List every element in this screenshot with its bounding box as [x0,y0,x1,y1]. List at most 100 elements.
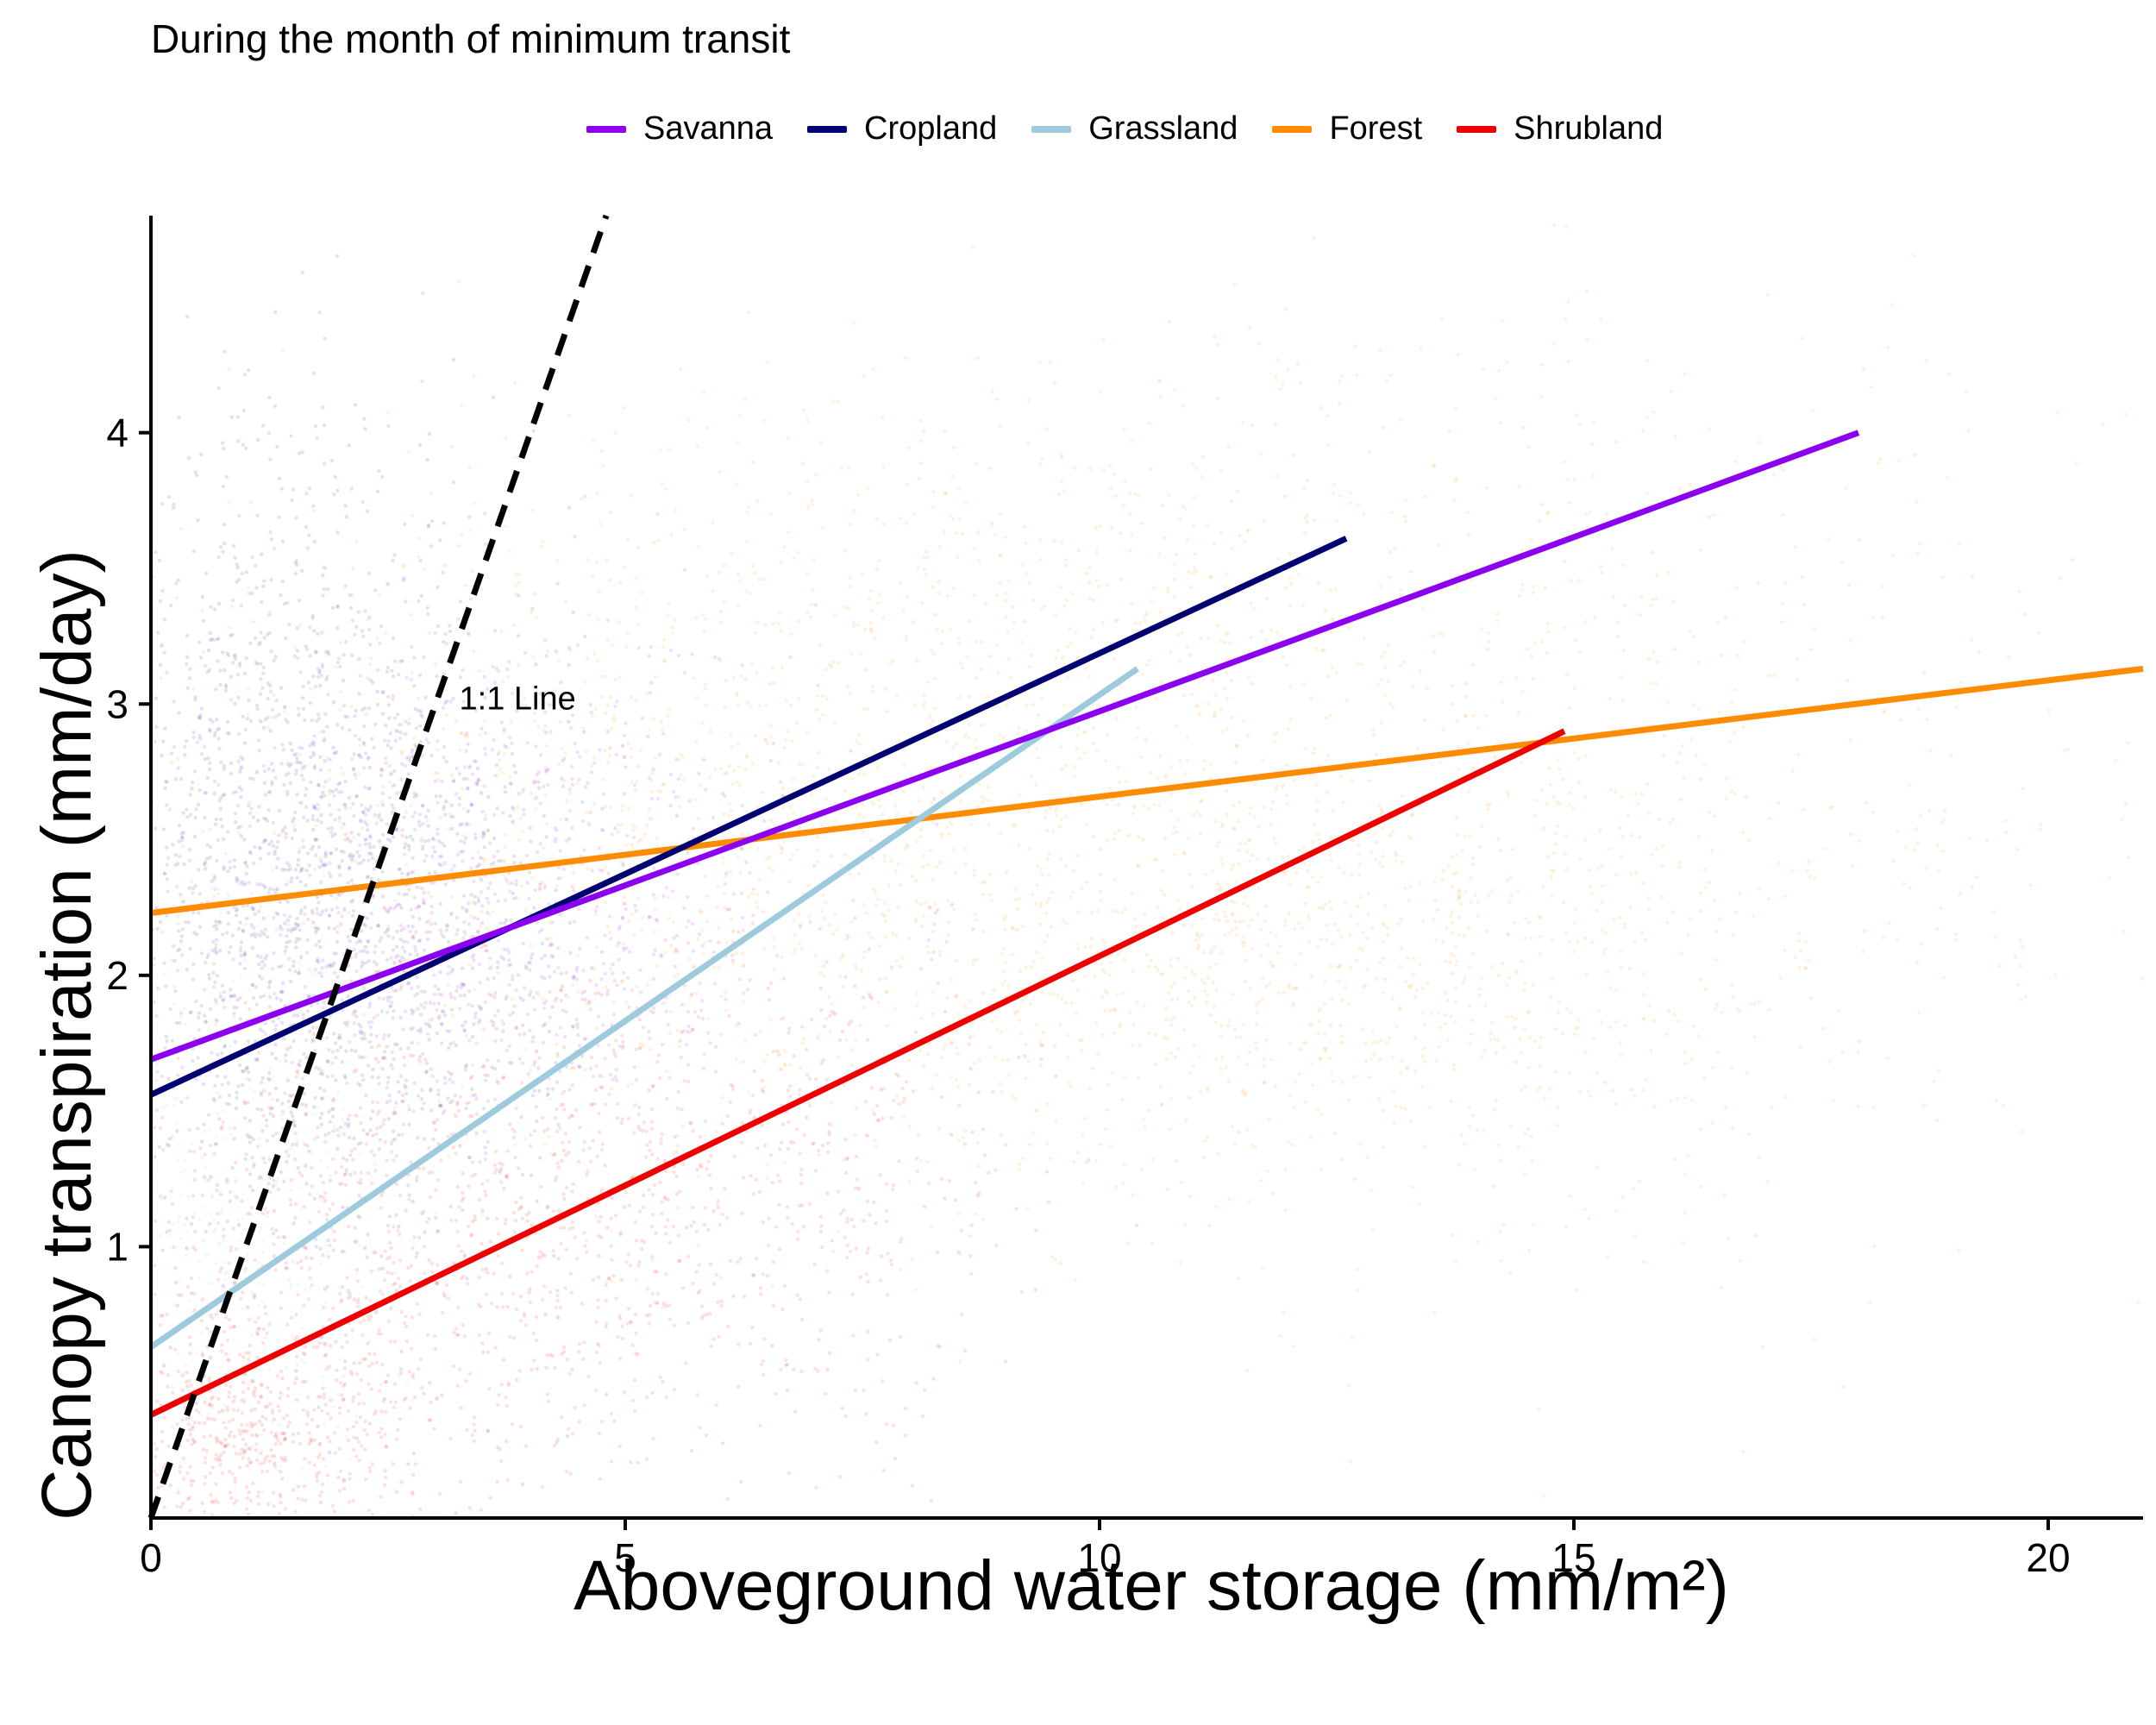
scatter-point [260,1177,265,1182]
scatter-point [996,670,1000,674]
scatter-point [1081,1132,1085,1137]
scatter-point [413,743,417,747]
scatter-point [1714,1002,1720,1007]
scatter-point [368,678,373,682]
scatter-point [631,846,636,851]
scatter-point [311,750,316,755]
scatter-point [1044,427,1049,431]
scatter-point [375,636,379,640]
scatter-point [1444,959,1448,964]
scatter-point [1024,571,1029,576]
scatter-point [882,913,887,918]
scatter-point [1142,1004,1147,1008]
scatter-point [1331,942,1335,947]
scatter-point [1379,721,1383,725]
scatter-point [328,963,332,967]
scatter-point [215,1182,220,1188]
scatter-point [422,891,426,895]
scatter-point [962,1003,968,1007]
scatter-point [1757,999,1761,1004]
scatter-point [1181,504,1185,509]
scatter-point [218,991,222,995]
scatter-point [466,630,471,636]
scatter-point [848,871,853,876]
scatter-point [884,990,889,994]
scatter-point [1034,782,1038,787]
scatter-point [473,988,477,992]
scatter-point [2024,994,2028,999]
scatter-point [1614,1019,1619,1024]
scatter-point [986,785,990,789]
scatter-point [1027,1059,1031,1064]
scatter-point [1323,902,1327,906]
scatter-point [1339,1157,1344,1162]
scatter-point [460,822,465,826]
scatter-point [605,703,610,708]
scatter-point [417,536,421,541]
scatter-point [871,685,875,689]
scatter-point [1077,756,1081,761]
scatter-point [821,526,825,530]
scatter-point [501,858,506,863]
scatter-point [348,806,353,810]
scatter-point [385,743,390,748]
scatter-point [885,709,890,714]
scatter-point [782,1015,787,1020]
scatter-point [945,995,950,1000]
scatter-point [881,812,885,817]
scatter-point [1967,837,1971,841]
scatter-point [1359,895,1363,900]
scatter-point [1128,549,1133,554]
scatter-point [1342,870,1346,875]
scatter-point [796,619,801,624]
scatter-point [1276,990,1281,994]
scatter-point [486,928,491,933]
scatter-point [224,474,229,480]
scatter-point [968,722,972,726]
scatter-point [313,837,317,841]
scatter-point [661,481,665,486]
scatter-point [1378,348,1382,353]
scatter-point [360,803,364,807]
scatter-point [921,704,925,708]
scatter-point [392,1137,398,1141]
scatter-point [510,1061,514,1065]
scatter-point [1213,962,1219,966]
scatter-point [1246,904,1250,908]
scatter-point [1941,817,1946,821]
scatter-point [442,1294,447,1299]
scatter-point [1557,801,1562,806]
scatter-point [830,1249,836,1253]
scatter-point [531,906,536,911]
scatter-point [800,461,805,466]
scatter-point [739,674,743,678]
scatter-point [1048,806,1053,811]
scatter-point [1025,1207,1029,1211]
scatter-point [197,1015,201,1020]
scatter-point [1022,524,1026,530]
scatter-point [218,668,222,673]
scatter-point [331,701,335,706]
scatter-point [549,1152,554,1157]
scatter-point [1593,615,1597,620]
scatter-point [467,963,472,967]
scatter-point [1090,1067,1095,1071]
scatter-point [1361,985,1366,989]
scatter-point [1315,808,1319,812]
scatter-point [1080,887,1084,891]
scatter-point [216,601,222,606]
scatter-point [1029,653,1033,657]
scatter-point [367,627,372,632]
scatter-point [1379,677,1383,682]
scatter-point [467,1155,472,1160]
scatter-point [361,986,367,990]
scatter-point [228,625,232,630]
scatter-point [1076,946,1081,951]
scatter-point [714,1130,719,1134]
scatter-point [541,996,545,1000]
scatter-point [381,690,385,695]
scatter-point [460,1085,465,1090]
scatter-point [1380,655,1384,659]
scatter-point [385,411,390,416]
scatter-point [509,781,513,787]
